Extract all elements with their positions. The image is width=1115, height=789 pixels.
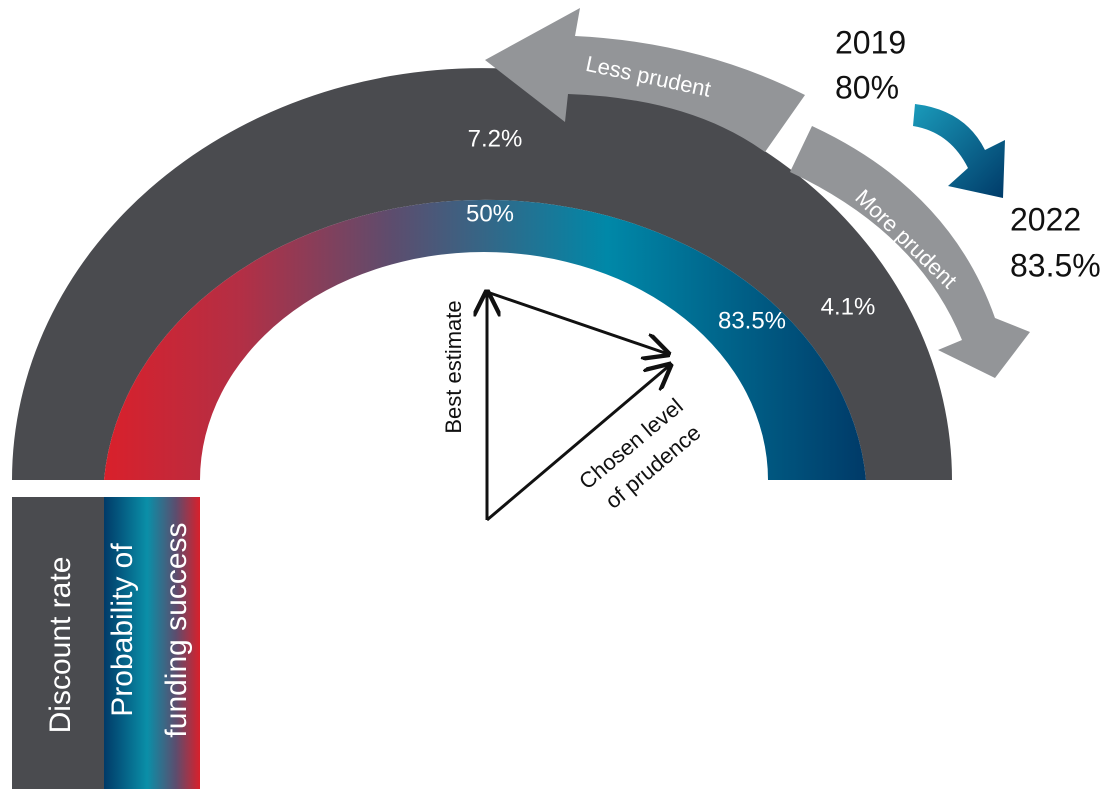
triangle-edge: [486, 290, 668, 354]
year: 2022: [1010, 201, 1081, 237]
year: 2019: [835, 24, 906, 60]
label: 83.5%: [718, 307, 786, 334]
less-arrow: [485, 8, 805, 152]
legend-label: Discount rate: [44, 557, 77, 734]
value: 80%: [835, 69, 899, 105]
legend-label: Probability of: [106, 543, 139, 717]
label: 50%: [466, 200, 514, 227]
label: 4.1%: [821, 293, 876, 320]
legend-dark: [12, 497, 104, 789]
label: 7.2%: [468, 125, 523, 152]
value: 83.5%: [1010, 247, 1101, 283]
outer-arc: [12, 68, 952, 480]
inner-arc: [104, 199, 866, 480]
triangle-edge: [486, 365, 670, 522]
legend-label: funding success: [160, 522, 193, 737]
more-arrow: [790, 126, 1030, 378]
change-arrow: [913, 104, 1005, 198]
triangle-label: Best estimate: [441, 300, 466, 433]
legend-gradient: [104, 497, 200, 789]
